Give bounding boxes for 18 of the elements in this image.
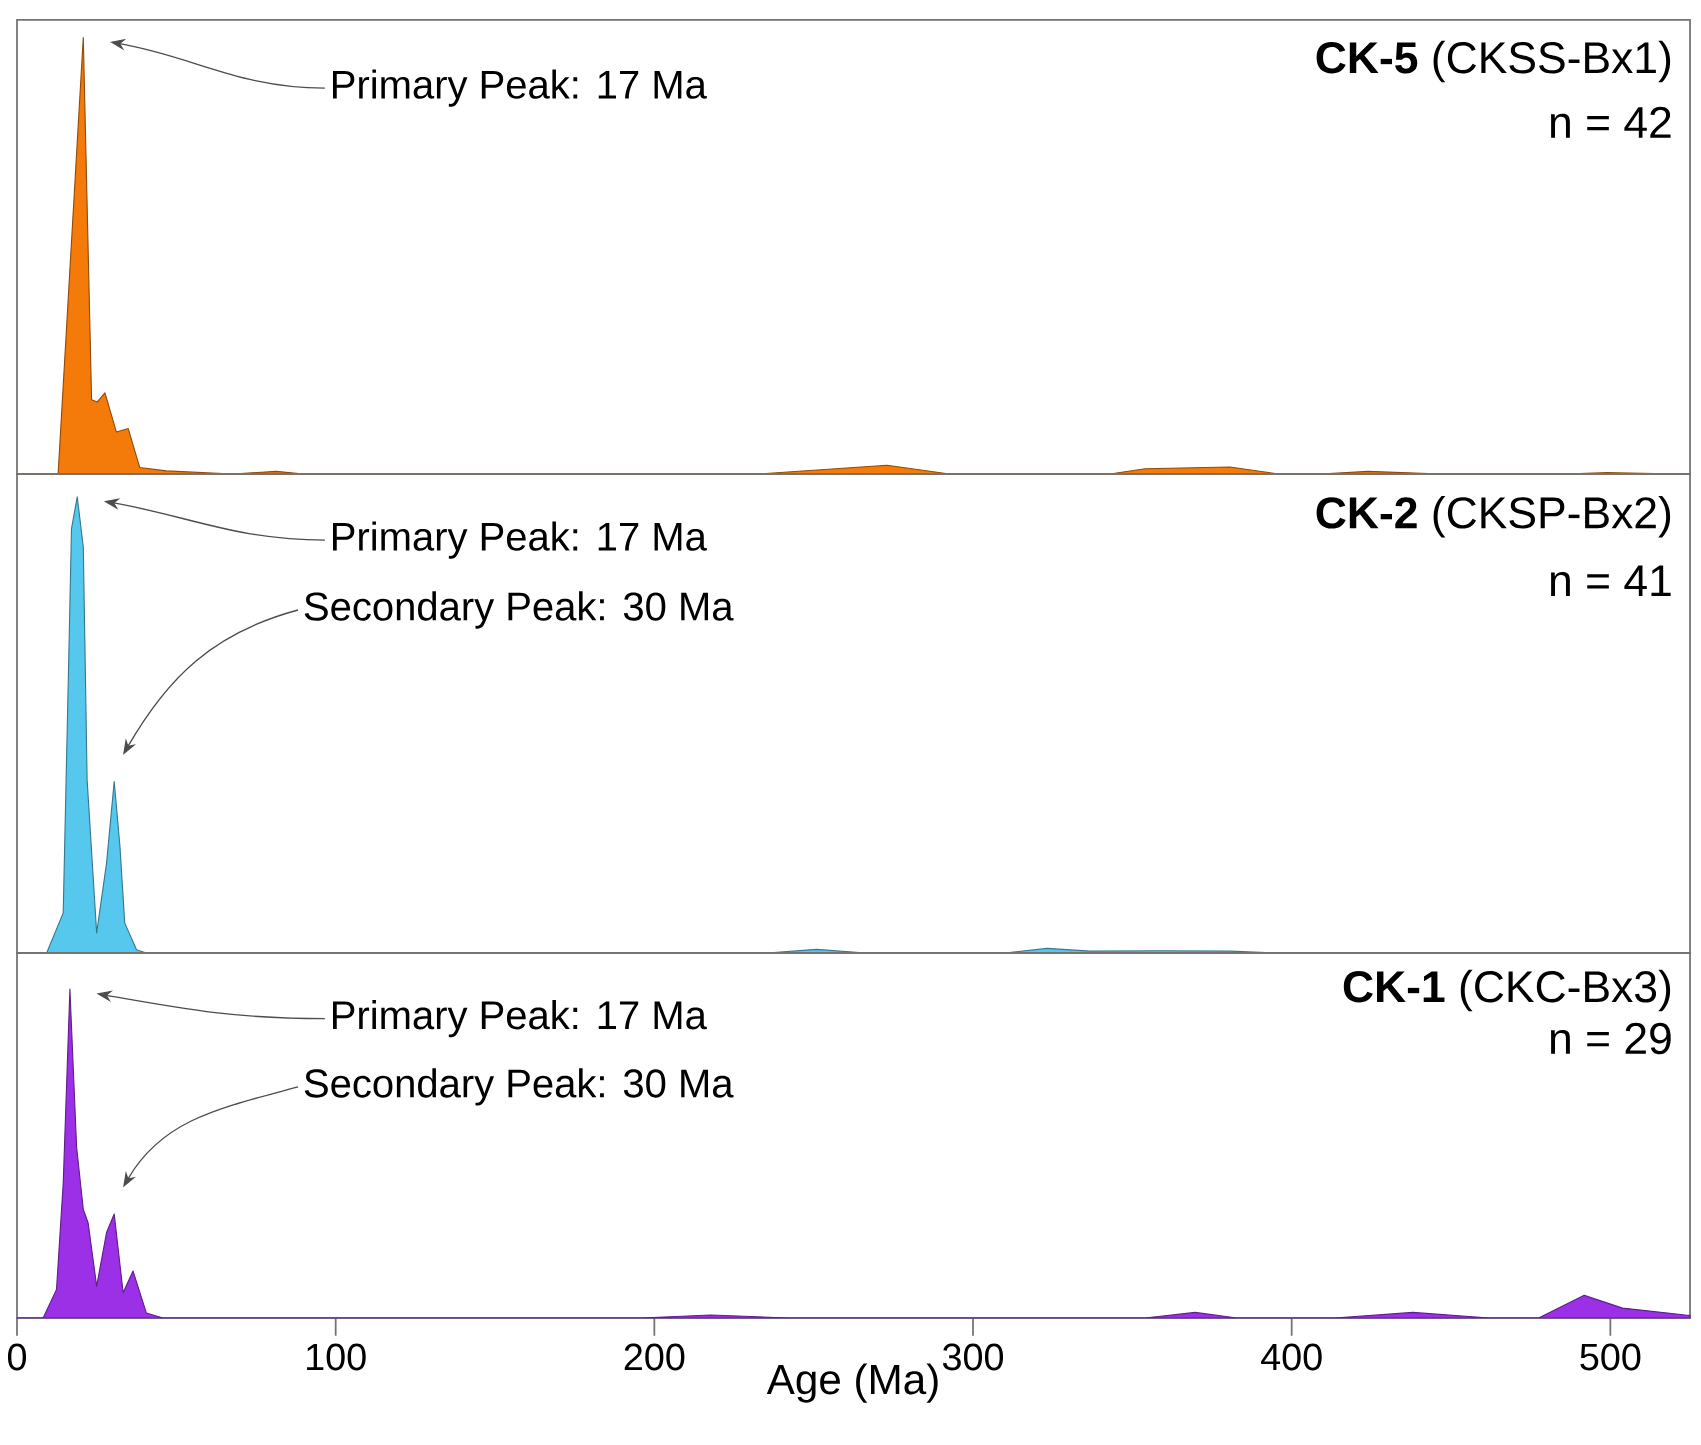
- x-tick-label: 400: [1261, 1343, 1322, 1371]
- text: n = 42: [1551, 106, 1671, 138]
- x-tick-label: 0: [7, 1343, 27, 1371]
- chart-title: CK-2 (CKSP-Bx2): [1316, 495, 1671, 538]
- annotation: Secondary Peak: 30 Ma: [304, 1068, 734, 1106]
- x-tick-label: 200: [624, 1343, 685, 1371]
- chart-title: CK-5 (CKSS-Bx1): [1316, 40, 1671, 83]
- annotation: Primary Peak: 17 Ma: [333, 1000, 707, 1038]
- x-tick-label: 100: [307, 1343, 366, 1371]
- text: n = 29: [1551, 1022, 1671, 1055]
- x-tick-label: 500: [1580, 1343, 1641, 1371]
- x-axis-title: Age (Ma): [766, 1363, 938, 1403]
- x-tick-label: 300: [942, 1343, 1004, 1371]
- annotation: Secondary Peak: 30 Ma: [304, 591, 734, 629]
- annotation: Primary Peak: 17 Ma: [333, 521, 707, 559]
- text: n = 41: [1551, 565, 1671, 597]
- chart-title: CK-1 (CKC-Bx3): [1343, 969, 1671, 1012]
- annotation: Primary Peak: 17 Ma: [333, 69, 707, 107]
